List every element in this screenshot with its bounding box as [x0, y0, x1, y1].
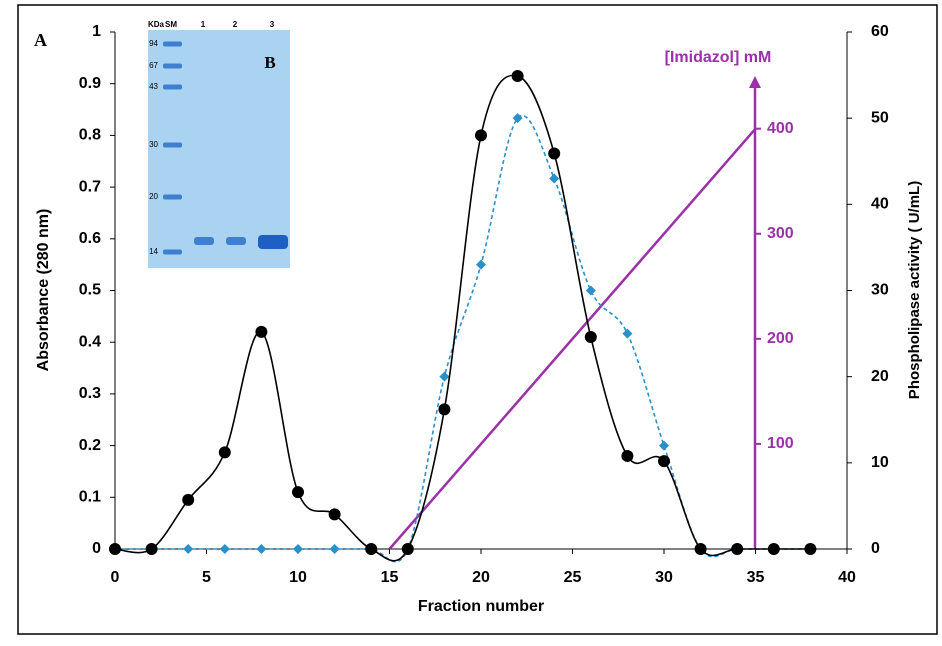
y-tick-label: 0.1 — [79, 489, 101, 506]
x-tick-label: 35 — [747, 569, 765, 586]
y2-tick-label: 60 — [871, 23, 889, 40]
data-point — [438, 403, 450, 415]
gel-marker-label: 30 — [149, 140, 158, 149]
data-point — [329, 508, 341, 520]
y-tick-label: 0.5 — [79, 282, 101, 299]
panel-label: A — [34, 30, 47, 50]
data-point — [402, 543, 414, 555]
y-tick-label: 0.8 — [79, 127, 101, 144]
gel-marker-label: 94 — [149, 39, 158, 48]
y-tick-label: 0.2 — [79, 437, 101, 454]
gel-marker-band — [163, 250, 182, 255]
gel-marker-label: 14 — [149, 247, 158, 256]
y3-tick-label: 400 — [767, 120, 794, 137]
data-point — [292, 486, 304, 498]
y2-tick-label: 10 — [871, 454, 889, 471]
gel-band — [194, 237, 214, 245]
gel-marker-band — [163, 64, 182, 69]
x-tick-label: 5 — [202, 569, 211, 586]
gel-marker-band — [163, 85, 182, 90]
data-point — [512, 70, 524, 82]
data-point — [365, 543, 377, 555]
gel-marker-label: 20 — [149, 192, 158, 201]
gel-marker-band — [163, 143, 182, 148]
x-tick-label: 0 — [111, 569, 120, 586]
gel-band — [226, 237, 246, 245]
y-axis-label: Absorbance (280 nm) — [35, 209, 52, 372]
data-point — [804, 543, 816, 555]
gel-marker-band — [163, 42, 182, 47]
gel-lane-label: 3 — [270, 20, 275, 29]
data-point — [109, 543, 121, 555]
data-point — [219, 446, 231, 458]
y-tick-label: 1 — [92, 23, 101, 40]
y-tick-label: 0.7 — [79, 178, 101, 195]
gel-marker-label: 43 — [149, 82, 158, 91]
y-tick-label: 0.6 — [79, 230, 101, 247]
y2-tick-label: 40 — [871, 196, 889, 213]
data-point — [475, 129, 487, 141]
data-point — [146, 543, 158, 555]
x-tick-label: 30 — [655, 569, 673, 586]
x-tick-label: 20 — [472, 569, 490, 586]
y-tick-label: 0.9 — [79, 75, 101, 92]
gel-band — [258, 235, 288, 249]
chart: A Fraction number Absorbance (280 nm) Ph… — [0, 0, 942, 641]
data-point — [548, 147, 560, 159]
y2-tick-label: 20 — [871, 368, 889, 385]
gel-lane-label: 2 — [233, 20, 238, 29]
y-tick-label: 0.4 — [79, 333, 101, 350]
y2-tick-label: 0 — [871, 540, 880, 557]
data-point — [658, 455, 670, 467]
x-tick-label: 25 — [564, 569, 582, 586]
data-point — [621, 450, 633, 462]
data-point — [182, 494, 194, 506]
data-point — [585, 331, 597, 343]
y3-tick-label: 200 — [767, 330, 794, 347]
x-tick-label: 15 — [381, 569, 399, 586]
data-point — [695, 543, 707, 555]
y-tick-label: 0 — [92, 540, 101, 557]
y3-tick-label: 100 — [767, 435, 794, 452]
x-tick-label: 40 — [838, 569, 856, 586]
inset-label: B — [264, 53, 275, 72]
gel-lane-label: 1 — [201, 20, 206, 29]
gel-marker-band — [163, 195, 182, 200]
gel-lane-label: KDa — [148, 20, 165, 29]
y2-tick-label: 50 — [871, 109, 889, 126]
y2-tick-label: 30 — [871, 282, 889, 299]
y-tick-label: 0.3 — [79, 385, 101, 402]
x-tick-label: 10 — [289, 569, 307, 586]
gel-lane-label: SM — [165, 20, 177, 29]
y3-axis-label: [Imidazol] mM — [665, 49, 772, 66]
y2-axis-label: Phospholipase activity ( U/mL) — [906, 181, 923, 399]
data-point — [731, 543, 743, 555]
gel-marker-label: 67 — [149, 61, 158, 70]
data-point — [768, 543, 780, 555]
y3-tick-label: 300 — [767, 225, 794, 242]
x-axis-label: Fraction number — [418, 598, 544, 615]
data-point — [255, 326, 267, 338]
